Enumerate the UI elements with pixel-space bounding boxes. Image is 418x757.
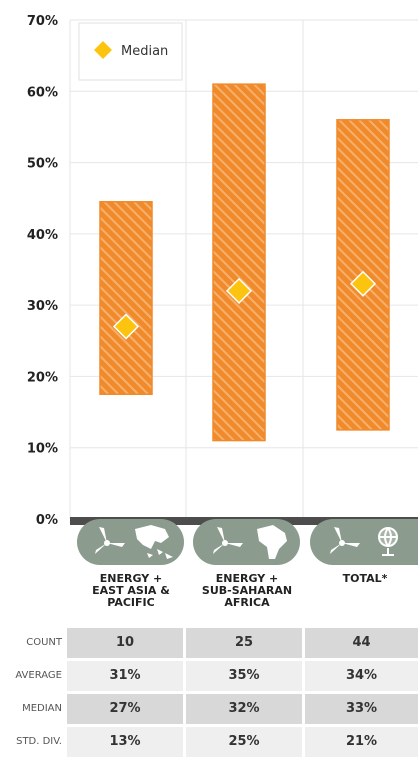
legend-median-marker (91, 38, 115, 62)
y-tick-label: 10% (27, 442, 58, 457)
y-tick-label: 20% (27, 370, 58, 385)
africa-map-icon (257, 525, 287, 559)
wind-turbine-icon (95, 527, 125, 554)
range-bar (99, 201, 153, 395)
y-tick-label: 50% (27, 157, 58, 172)
y-tick-label: 70% (27, 14, 58, 29)
stats-row-std-div: STD. DIV. 13% 25% 21% (0, 727, 418, 757)
y-tick-label: 60% (27, 85, 58, 100)
category-label-sub-saharan-africa: ENERGY + SUB-SAHARAN AFRICA (201, 572, 293, 609)
median-marker (225, 277, 253, 304)
wind-turbine-icon (330, 527, 360, 554)
stats-row-label: AVERAGE (15, 670, 62, 681)
stats-cell: 31% (67, 661, 183, 691)
category-icon-badge-sub-saharan-africa (193, 519, 300, 565)
wind-turbine-icon (213, 527, 243, 554)
median-marker (349, 270, 377, 297)
stats-cell: 32% (186, 694, 302, 724)
stats-row-median: MEDIAN 27% 32% 33% (0, 694, 418, 724)
category-icon-badge-east-asia-pacific (77, 519, 184, 565)
stats-cell: 13% (67, 727, 183, 757)
stats-cell: 21% (305, 727, 418, 757)
stats-cell: 27% (67, 694, 183, 724)
legend-median-label: Median (121, 44, 168, 59)
stats-row-label: COUNT (26, 637, 62, 648)
stats-cell: 34% (305, 661, 418, 691)
stats-cell: 25% (186, 727, 302, 757)
y-tick-label: 0% (36, 513, 58, 528)
stats-cell: 10 (67, 628, 183, 658)
y-tick-label: 30% (27, 299, 58, 314)
category-label-east-asia-pacific: ENERGY + EAST ASIA & PACIFIC (92, 572, 170, 609)
range-bar (212, 83, 266, 442)
stats-row-label: STD. DIV. (16, 736, 62, 747)
asia-pacific-map-icon (135, 525, 173, 559)
category-icon-badge-total (310, 519, 418, 565)
stats-cell: 44 (305, 628, 418, 658)
y-tick-label: 40% (27, 228, 58, 243)
stats-cell: 25 (186, 628, 302, 658)
median-marker (112, 313, 140, 340)
stats-cell: 35% (186, 661, 302, 691)
stats-cell: 33% (305, 694, 418, 724)
category-label-total: TOTAL* (342, 572, 388, 585)
globe-icon (378, 527, 398, 556)
stats-row-average: AVERAGE 31% 35% 34% (0, 661, 418, 691)
legend: Median (78, 22, 183, 81)
stats-row-count: COUNT 10 25 44 (0, 628, 418, 658)
range-chart: 0% 10% 20% 30% 40% 50% 60% 70% Median (27, 14, 418, 528)
stats-row-label: MEDIAN (22, 703, 62, 714)
